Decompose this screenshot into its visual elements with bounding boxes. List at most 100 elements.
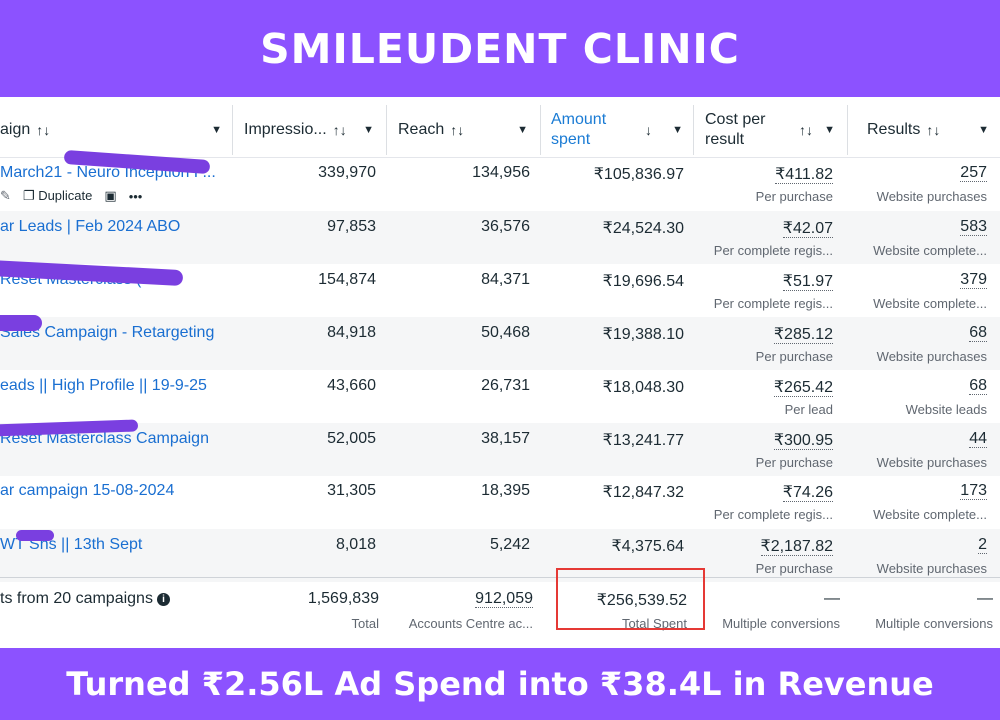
total-cost-value: — [824, 590, 840, 607]
chevron-down-icon[interactable]: ▼ [672, 124, 683, 136]
results-label: Website leads [905, 402, 987, 417]
campaign-table: aign ↑↓ ▼ Impressio... ↑↓ ▼ Reach ↑↓ ▼ A… [0, 97, 1000, 648]
reach-value: 50,468 [481, 324, 530, 341]
amount-spent-value: ₹4,375.64 [611, 538, 684, 555]
sort-desc-icon[interactable]: ↓ [645, 122, 652, 138]
redaction-scribble [0, 315, 42, 331]
table-row[interactable]: ar Leads | Feb 2024 ABO 97,853 36,576 ₹2… [0, 211, 1000, 264]
column-divider[interactable] [847, 105, 848, 155]
cost-per-result-label: Per purchase [755, 561, 833, 576]
cost-per-result-value[interactable]: ₹42.07 [782, 220, 833, 238]
cost-per-result-value[interactable]: ₹51.97 [782, 273, 833, 291]
col-header-results-label: Results [867, 121, 921, 138]
total-cost-label: Multiple conversions [722, 616, 840, 631]
cost-per-result-value[interactable]: ₹411.82 [775, 166, 833, 184]
total-impressions-value: 1,569,839 [307, 590, 379, 607]
campaign-name-link[interactable]: ar Leads | Feb 2024 ABO [0, 218, 181, 235]
duplicate-button[interactable]: ❐ Duplicate [23, 188, 92, 204]
column-divider[interactable] [693, 105, 694, 155]
chart-icon[interactable]: ▣ [104, 188, 117, 203]
row-actions: ✎ ❐ Duplicate ▣ ••• [0, 188, 142, 204]
results-label: Website purchases [876, 561, 987, 576]
col-header-reach[interactable]: Reach ↑↓ ▼ [398, 105, 538, 155]
reach-value: 26,731 [481, 377, 530, 394]
col-header-impressions-label: Impressio... [244, 121, 327, 138]
results-value[interactable]: 2 [978, 536, 987, 554]
column-divider[interactable] [232, 105, 233, 155]
total-reach-value[interactable]: 912,059 [475, 590, 533, 608]
results-value[interactable]: 68 [969, 377, 987, 395]
amount-spent-value: ₹13,241.77 [602, 432, 684, 449]
totals-label-wrap: ts from 20 campaigns i [0, 590, 230, 608]
results-value[interactable]: 44 [969, 430, 987, 448]
col-header-results[interactable]: Results ↑↓ ▼ [867, 105, 999, 155]
table-row[interactable]: eads || High Profile || 19-9-25 43,660 2… [0, 370, 1000, 423]
reach-value: 84,371 [481, 271, 530, 288]
campaign-name-link[interactable]: ar campaign 15-08-2024 [0, 482, 175, 499]
reach-value: 18,395 [481, 482, 530, 499]
edit-icon[interactable]: ✎ [0, 188, 11, 203]
chevron-down-icon[interactable]: ▼ [978, 124, 989, 136]
cost-per-result-value[interactable]: ₹300.95 [773, 432, 833, 450]
col-header-amount-spent-label: Amount spent [551, 111, 607, 148]
amount-spent-value: ₹19,388.10 [602, 326, 684, 343]
results-value[interactable]: 583 [960, 218, 987, 236]
sort-icon[interactable]: ↑↓ [332, 122, 347, 138]
results-value[interactable]: 68 [969, 324, 987, 342]
col-header-amount-spent[interactable]: Amount spent ↓ ▼ [551, 105, 693, 155]
cost-per-result-value[interactable]: ₹74.26 [782, 484, 833, 502]
col-header-impressions[interactable]: Impressio... ↑↓ ▼ [244, 105, 384, 155]
impressions-value: 84,918 [327, 324, 376, 341]
total-results-value: — [977, 590, 993, 607]
col-header-campaign[interactable]: aign ↑↓ ▼ [0, 105, 232, 155]
sort-icon[interactable]: ↑↓ [36, 122, 51, 138]
impressions-value: 43,660 [327, 377, 376, 394]
column-divider[interactable] [540, 105, 541, 155]
chevron-down-icon[interactable]: ▼ [517, 124, 528, 136]
campaign-name-link[interactable]: eads || High Profile || 19-9-25 [0, 377, 207, 394]
reach-value: 134,956 [472, 164, 530, 181]
chevron-down-icon[interactable]: ▼ [211, 124, 222, 136]
results-value[interactable]: 173 [960, 482, 987, 500]
cost-per-result-value[interactable]: ₹265.42 [773, 379, 833, 397]
table-row[interactable]: Reset Masterclass Campaign 52,005 38,157… [0, 423, 1000, 476]
reach-value: 36,576 [481, 218, 530, 235]
table-row[interactable]: WT Sns || 13th Sept 8,018 5,242 ₹4,375.6… [0, 529, 1000, 582]
info-icon[interactable]: i [156, 593, 170, 606]
header-divider [0, 157, 1000, 158]
amount-spent-value: ₹105,836.97 [593, 166, 684, 183]
total-results-label: Multiple conversions [875, 616, 993, 631]
impressions-value: 154,874 [318, 271, 376, 288]
results-value[interactable]: 257 [960, 164, 987, 182]
col-header-cost-per-result[interactable]: Cost per result ↑↓ ▼ [705, 105, 845, 155]
chevron-down-icon[interactable]: ▼ [363, 124, 374, 136]
duplicate-label: Duplicate [38, 188, 93, 203]
cost-per-result-value[interactable]: ₹2,187.82 [760, 538, 833, 556]
impressions-value: 339,970 [318, 164, 376, 181]
duplicate-icon: ❐ [22, 188, 35, 203]
total-reach-label: Accounts Centre ac... [408, 616, 533, 631]
results-label: Website complete... [873, 507, 987, 522]
campaign-name-link[interactable]: Sales Campaign - Retargeting [0, 324, 215, 341]
cost-per-result-value[interactable]: ₹285.12 [773, 326, 833, 344]
results-value[interactable]: 379 [960, 271, 987, 289]
more-options-button[interactable]: ••• [128, 188, 143, 204]
clinic-title: SMILEUDENT CLINIC [260, 24, 740, 73]
chevron-down-icon[interactable]: ▼ [824, 124, 835, 136]
cost-per-result-label: Per complete regis... [713, 243, 833, 258]
impressions-value: 8,018 [335, 536, 376, 553]
results-label: Website purchases [876, 349, 987, 364]
totals-divider [0, 577, 1000, 578]
sort-icon[interactable]: ↑↓ [799, 122, 813, 138]
amount-spent-value: ₹24,524.30 [602, 220, 684, 237]
table-row[interactable]: ar campaign 15-08-2024 31,305 18,395 ₹12… [0, 476, 1000, 529]
amount-spent-value: ₹12,847.32 [602, 484, 684, 501]
total-amount-spent-label: Total Spent [621, 616, 687, 631]
amount-spent-value: ₹19,696.54 [602, 273, 684, 290]
sort-icon[interactable]: ↑↓ [926, 122, 941, 138]
sort-icon[interactable]: ↑↓ [450, 122, 465, 138]
cost-per-result-label: Per complete regis... [713, 507, 833, 522]
column-divider[interactable] [386, 105, 387, 155]
table-row[interactable]: Sales Campaign - Retargeting 84,918 50,4… [0, 317, 1000, 370]
impressions-value: 31,305 [327, 482, 376, 499]
